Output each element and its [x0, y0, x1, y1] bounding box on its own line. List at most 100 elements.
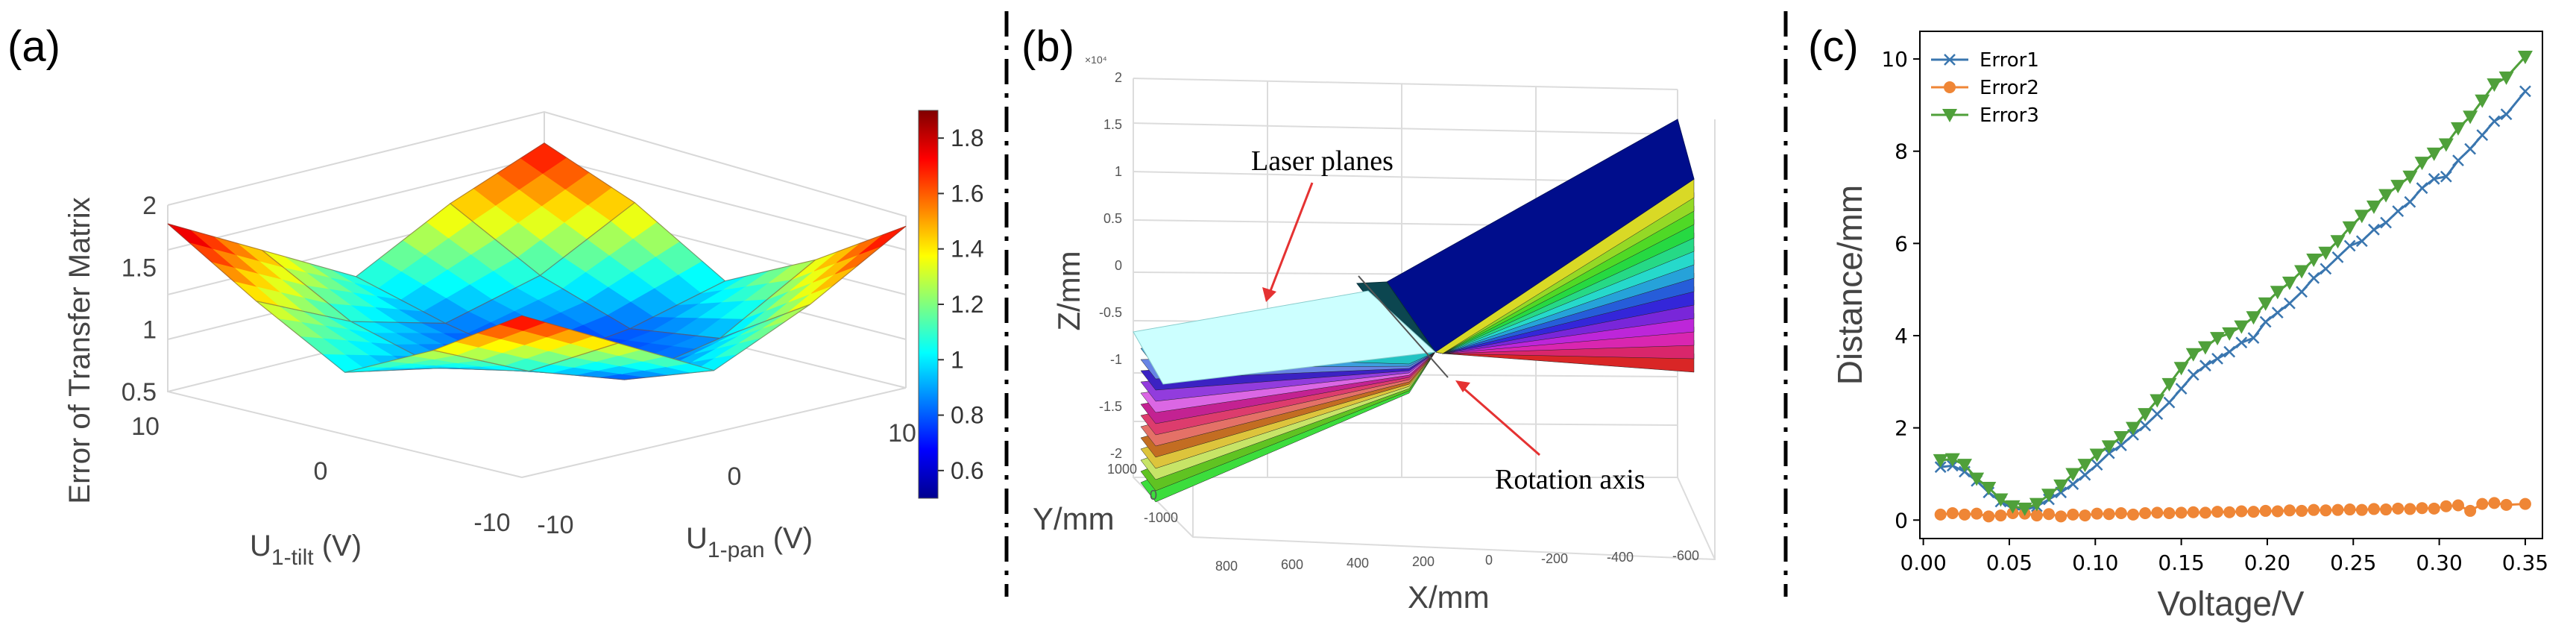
pan-tick-label: -10	[537, 511, 573, 539]
data-point-triangle	[2475, 94, 2490, 108]
data-point-circle	[2283, 504, 2296, 517]
data-point-circle	[2308, 503, 2320, 516]
data-point-triangle	[2150, 394, 2165, 408]
data-point-circle	[1944, 81, 1956, 93]
data-point-triangle	[2065, 468, 2081, 482]
data-point-x	[2519, 85, 2531, 98]
x-axis-label-tilt: U1-tilt (V)	[250, 530, 362, 570]
arrowhead-rotation-axis	[1455, 380, 1470, 392]
data-point-triangle	[1942, 109, 1957, 122]
colorbar-tick-label: 1.8	[951, 125, 983, 151]
axis-ticks-c: 0.00 0.05 0.10 0.15 0.20 0.25 0.30 0.35 0 2 4 6 8 10	[1881, 47, 2548, 575]
tilt-ticks-a: 10 0 -10	[131, 412, 510, 537]
data-point-circle	[1983, 510, 1995, 523]
data-point-triangle	[2246, 311, 2261, 325]
colorbar-tick-label: 1	[951, 346, 964, 373]
x-tick-label-b: 0	[1485, 553, 1493, 568]
data-point-x	[2488, 115, 2501, 128]
data-point-x	[2211, 353, 2223, 365]
legend-label: Error3	[1980, 104, 2039, 127]
data-point-x	[2308, 272, 2320, 284]
data-point-circle	[1946, 507, 1959, 519]
z-ticks-b: 2 1.5 1 0.5 0 -0.5 -1 -1.5 -2	[1099, 70, 1122, 461]
data-point-circle	[2235, 505, 2248, 518]
data-point-x	[2151, 408, 2164, 420]
data-point-circle	[1934, 508, 1947, 521]
z-tick-label-b: -2	[1110, 446, 1122, 461]
x-tick-label-b: 400	[1347, 556, 1369, 571]
panel-label-c: (c)	[1808, 22, 1859, 71]
plot-area-c	[1919, 31, 2543, 539]
data-point-triangle	[2342, 221, 2358, 235]
data-point-circle	[2451, 499, 2464, 512]
data-point-x	[2223, 345, 2236, 358]
data-point-circle	[1994, 509, 2007, 522]
data-point-triangle	[2041, 489, 2056, 503]
data-point-circle	[2030, 509, 2043, 522]
data-point-x	[2139, 419, 2152, 432]
data-point-circle	[2416, 502, 2428, 515]
data-point-circle	[2428, 502, 2440, 515]
data-point-triangle	[2378, 189, 2394, 203]
data-point-circle	[2187, 506, 2199, 518]
data-point-triangle	[1944, 453, 1960, 467]
data-point-circle	[2103, 508, 2115, 521]
data-point-circle	[2500, 498, 2513, 511]
arrow-rotation-axis	[1461, 385, 1540, 456]
series-error3	[1933, 51, 2533, 516]
laser-plane-front	[1133, 290, 1437, 385]
x-tick-label-b: -600	[1672, 548, 1699, 563]
y-tick-label-b: 1000	[1107, 462, 1137, 477]
rotation-axis-line	[1358, 275, 1449, 378]
data-point-circle	[2476, 498, 2489, 510]
x-ticks-b: 800 600 400 200 0 -200 -400 -600	[1215, 548, 1699, 574]
data-point-circle	[2355, 503, 2368, 516]
data-point-x	[2067, 478, 2079, 490]
data-point-triangle	[2366, 200, 2381, 214]
data-point-triangle	[2438, 138, 2454, 152]
data-point-triangle	[2498, 71, 2514, 85]
data-point-triangle	[2222, 327, 2238, 341]
arrow-laser-planes	[1267, 182, 1314, 295]
data-point-triangle	[2390, 180, 2406, 194]
annotation-rotation-axis: Rotation axis	[1495, 464, 1646, 495]
pan-label-sub: 1-pan	[708, 538, 765, 562]
z-tick-label-a: 1.5	[122, 254, 157, 282]
data-point-circle	[2175, 506, 2188, 519]
x-tick-label-b: 200	[1412, 554, 1435, 569]
data-point-triangle	[2077, 459, 2093, 473]
pan-ticks-a: -10 0 10	[537, 419, 916, 539]
x-tick-label-c: 0.15	[2158, 550, 2204, 575]
y-tick-label-c: 6	[1895, 231, 1908, 256]
y-tick-label-b: 0	[1150, 488, 1157, 503]
colorbar-tick-label: 0.8	[951, 402, 983, 429]
legend-c: Error1 Error2 Error3	[1931, 49, 2039, 127]
panel-label-b: (b)	[1021, 22, 1074, 71]
data-point-circle	[2331, 503, 2344, 516]
data-point-circle	[2440, 500, 2452, 512]
colorbar	[918, 110, 939, 499]
data-point-triangle	[1956, 459, 1972, 473]
data-point-triangle	[2005, 500, 2021, 514]
data-point-x	[2392, 205, 2405, 217]
z-tick-label-a: 2	[142, 192, 157, 220]
data-point-circle	[2464, 504, 2477, 517]
data-point-circle	[2199, 506, 2211, 519]
pan-label-main: U	[686, 522, 708, 555]
x-tick-label-b: 600	[1281, 557, 1303, 572]
data-point-x	[2079, 468, 2091, 481]
data-point-x	[2163, 396, 2176, 409]
y-tick-label-c: 4	[1895, 324, 1908, 348]
data-point-x	[2175, 383, 2188, 395]
y-tick-label-c: 2	[1895, 416, 1908, 441]
panel-c: 0.00 0.05 0.10 0.15 0.20 0.25 0.30 0.350246810 …	[1830, 31, 2548, 623]
data-point-circle	[2367, 503, 2380, 515]
data-point-circle	[2519, 498, 2531, 510]
tilt-label-unit: (V)	[314, 530, 362, 562]
laser-planes	[1133, 119, 1695, 503]
data-point-circle	[2296, 504, 2308, 517]
data-point-x	[2380, 216, 2392, 229]
annotation-laser-planes: Laser planes	[1251, 145, 1394, 177]
data-point-x	[2428, 172, 2440, 185]
